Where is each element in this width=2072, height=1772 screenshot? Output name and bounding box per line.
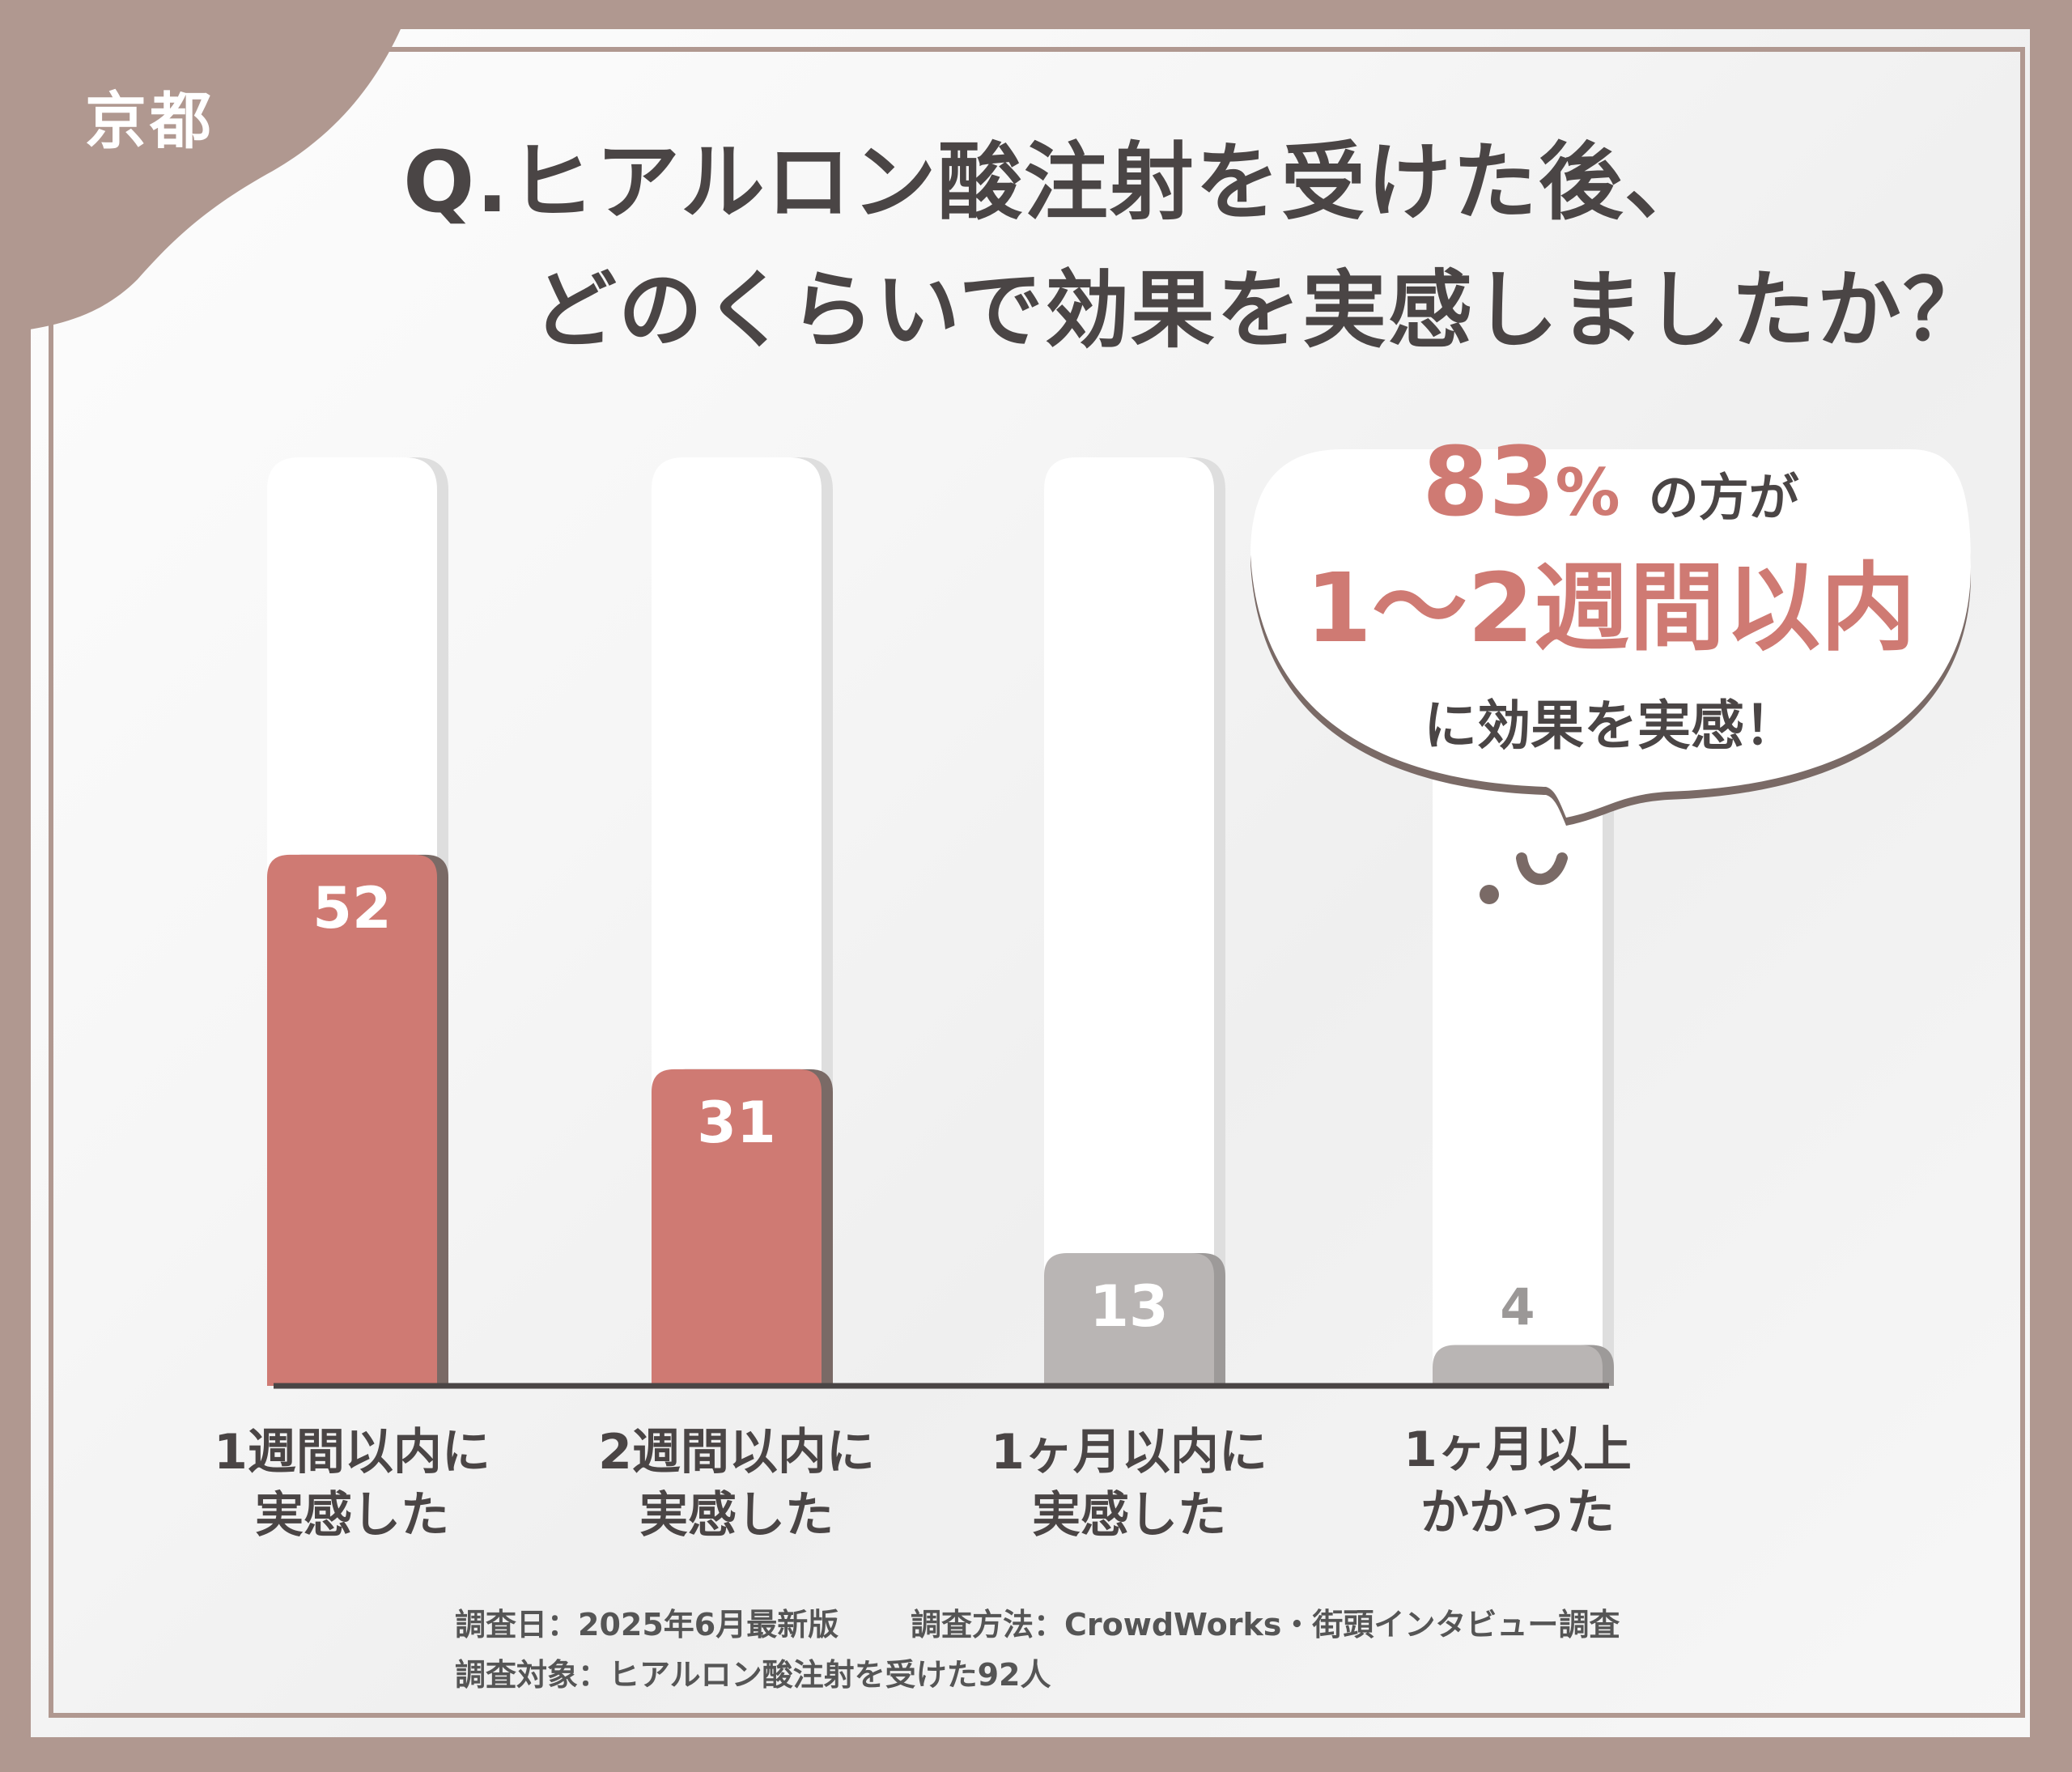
inner-border bbox=[49, 47, 2025, 1718]
question-title-line2: どのくらいで効果を実感しましたか？ bbox=[533, 261, 1989, 359]
bar-track bbox=[1044, 457, 1214, 1386]
question-title-line1: Q.ヒアルロン酸注射を受けた後、 bbox=[403, 133, 1710, 232]
category-label: 1週間以内に 実感した bbox=[214, 1424, 490, 1544]
bar-value-label: 31 bbox=[697, 1090, 775, 1156]
callout-line1: 83% の方が bbox=[1246, 433, 1975, 559]
category-label: 1ヶ月以上 かかった bbox=[1403, 1421, 1632, 1541]
callout-line2: 1〜2週間以内 bbox=[1246, 559, 1975, 686]
survey-target: 調査対象：ヒアルロン酸注射を受けた92人 bbox=[455, 1657, 1051, 1693]
category-label: 2週間以内に 実感した bbox=[598, 1424, 875, 1544]
callout-percent-sign: % bbox=[1555, 455, 1620, 530]
bar-1 bbox=[267, 854, 437, 1386]
survey-method: 調査方法：CrowdWorks・街頭インタビュー調査 bbox=[911, 1607, 1620, 1642]
bar-2 bbox=[652, 1069, 822, 1386]
callout-percent: 83 bbox=[1422, 426, 1556, 538]
region-tab-shape bbox=[0, 0, 413, 334]
bar-3 bbox=[1044, 1252, 1214, 1386]
callout-suffix: の方が bbox=[1648, 468, 1799, 527]
category-label: 1ヶ月以内に 実感した bbox=[991, 1424, 1267, 1544]
callout-line3-text: に効果を実感！ bbox=[1424, 695, 1798, 757]
bar-4 bbox=[1433, 1345, 1603, 1386]
bar-value-label: 13 bbox=[1089, 1273, 1168, 1340]
callout-line3: に効果を実感！ bbox=[1246, 686, 1975, 780]
survey-date: 調査日：2025年6月最新版 bbox=[455, 1607, 839, 1642]
callout-text: 83% の方が 1〜2週間以内 に効果を実感！ bbox=[1246, 433, 1975, 780]
callout-highlight: 1〜2週間以内 bbox=[1305, 552, 1917, 664]
bar-value-label: 52 bbox=[312, 875, 391, 941]
bar-value-label: 4 bbox=[1500, 1278, 1535, 1337]
region-label: 京都 bbox=[85, 85, 214, 157]
